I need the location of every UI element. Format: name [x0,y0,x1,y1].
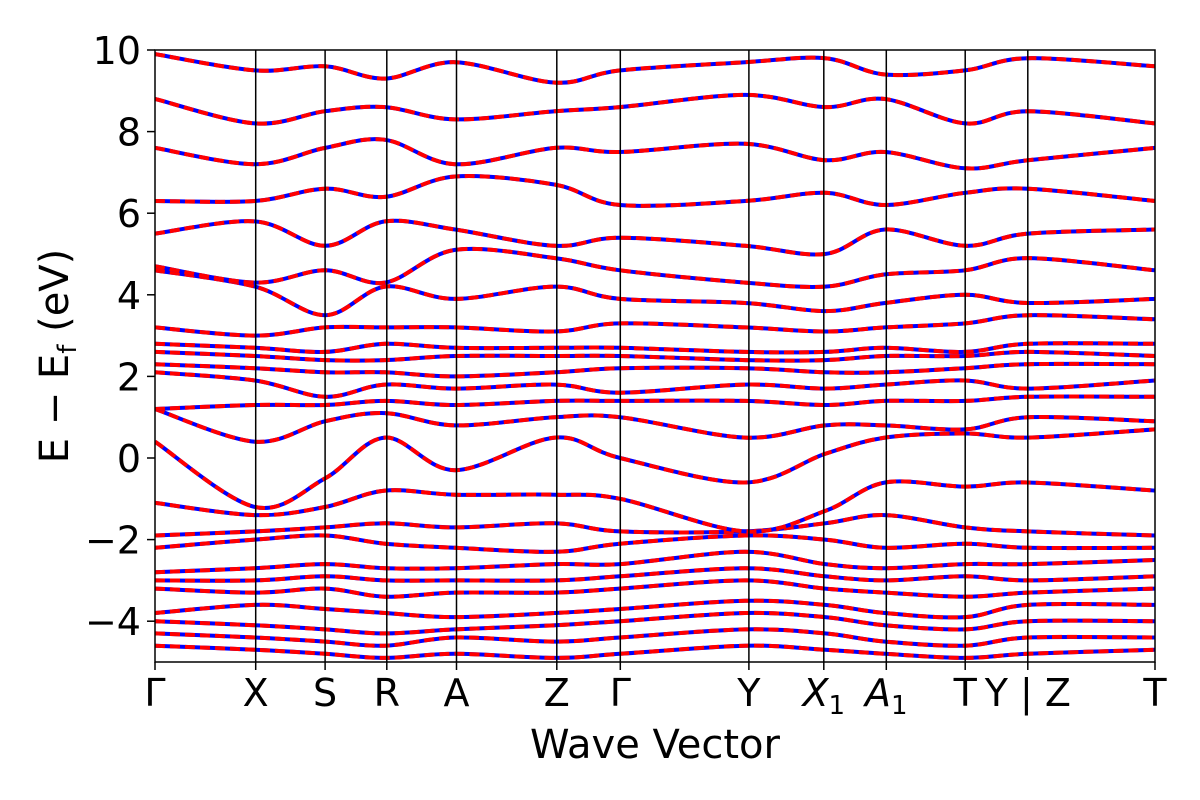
y-tick-label-2: 0 [117,437,141,481]
x-tick-label-2: S [313,671,337,715]
band-line-blue-2 [155,610,1155,636]
y-tick-label-1: −2 [85,519,141,563]
y-tick-label-5: 6 [117,192,141,236]
y-tick-label-4: 4 [117,274,141,318]
plot-frame [154,49,1156,663]
band-line-red-1 [155,627,1155,648]
band-line-blue-14 [155,361,1155,379]
y-tick-label-6: 8 [117,111,141,155]
band-line-red-18 [155,268,1155,318]
x-tick-label-1: X [243,671,269,715]
x-tick-label-10: T [953,671,978,715]
band-line-blue-23 [155,92,1155,126]
band-line-red-13 [155,370,1155,399]
x-tick-label-3: R [374,671,400,715]
x-tick-label-7: Y [736,671,761,715]
x-tick-label-5: Z [544,671,570,715]
x-tick-label-4: A [444,671,470,715]
x-tick-label-0: Γ [144,671,165,715]
x-tick-label-11: Y | Z [984,671,1071,716]
band-line-blue-1 [155,627,1155,648]
x-tick-label-6: Γ [610,671,631,715]
x-axis-label: Wave Vector [530,722,781,768]
y-axis-label-main: E − E [32,354,78,464]
band-line-red-11 [155,407,1155,444]
band-line-blue-7 [155,533,1155,554]
y-tick-label-0: −4 [85,600,141,644]
band-line-red-10 [155,427,1155,510]
y-axis-label-subscript: f [53,344,83,354]
band-line-red-23 [155,92,1155,126]
band-line-red-21 [155,174,1155,208]
y-axis-label: E − Ef (eV) [32,249,83,464]
y-axis-ticks: −4 −2 0 2 4 6 8 10 [85,29,155,644]
band-line-red-19 [155,246,1155,289]
x-tick-label-12: T [1142,671,1167,715]
band-line-red-20 [155,218,1155,257]
high-symmetry-lines [254,50,1029,662]
y-tick-label-3: 2 [117,355,141,399]
x-tick-label-8: X1 [801,671,846,721]
y-tick-label-7: 10 [93,29,141,73]
x-tick-label-9: A1 [862,671,908,721]
y-axis-label-unit: (eV) [32,249,78,345]
band-lines [155,52,1155,660]
band-line-red-7 [155,533,1155,554]
band-line-red-6 [155,549,1155,575]
band-line-blue-19 [155,246,1155,289]
